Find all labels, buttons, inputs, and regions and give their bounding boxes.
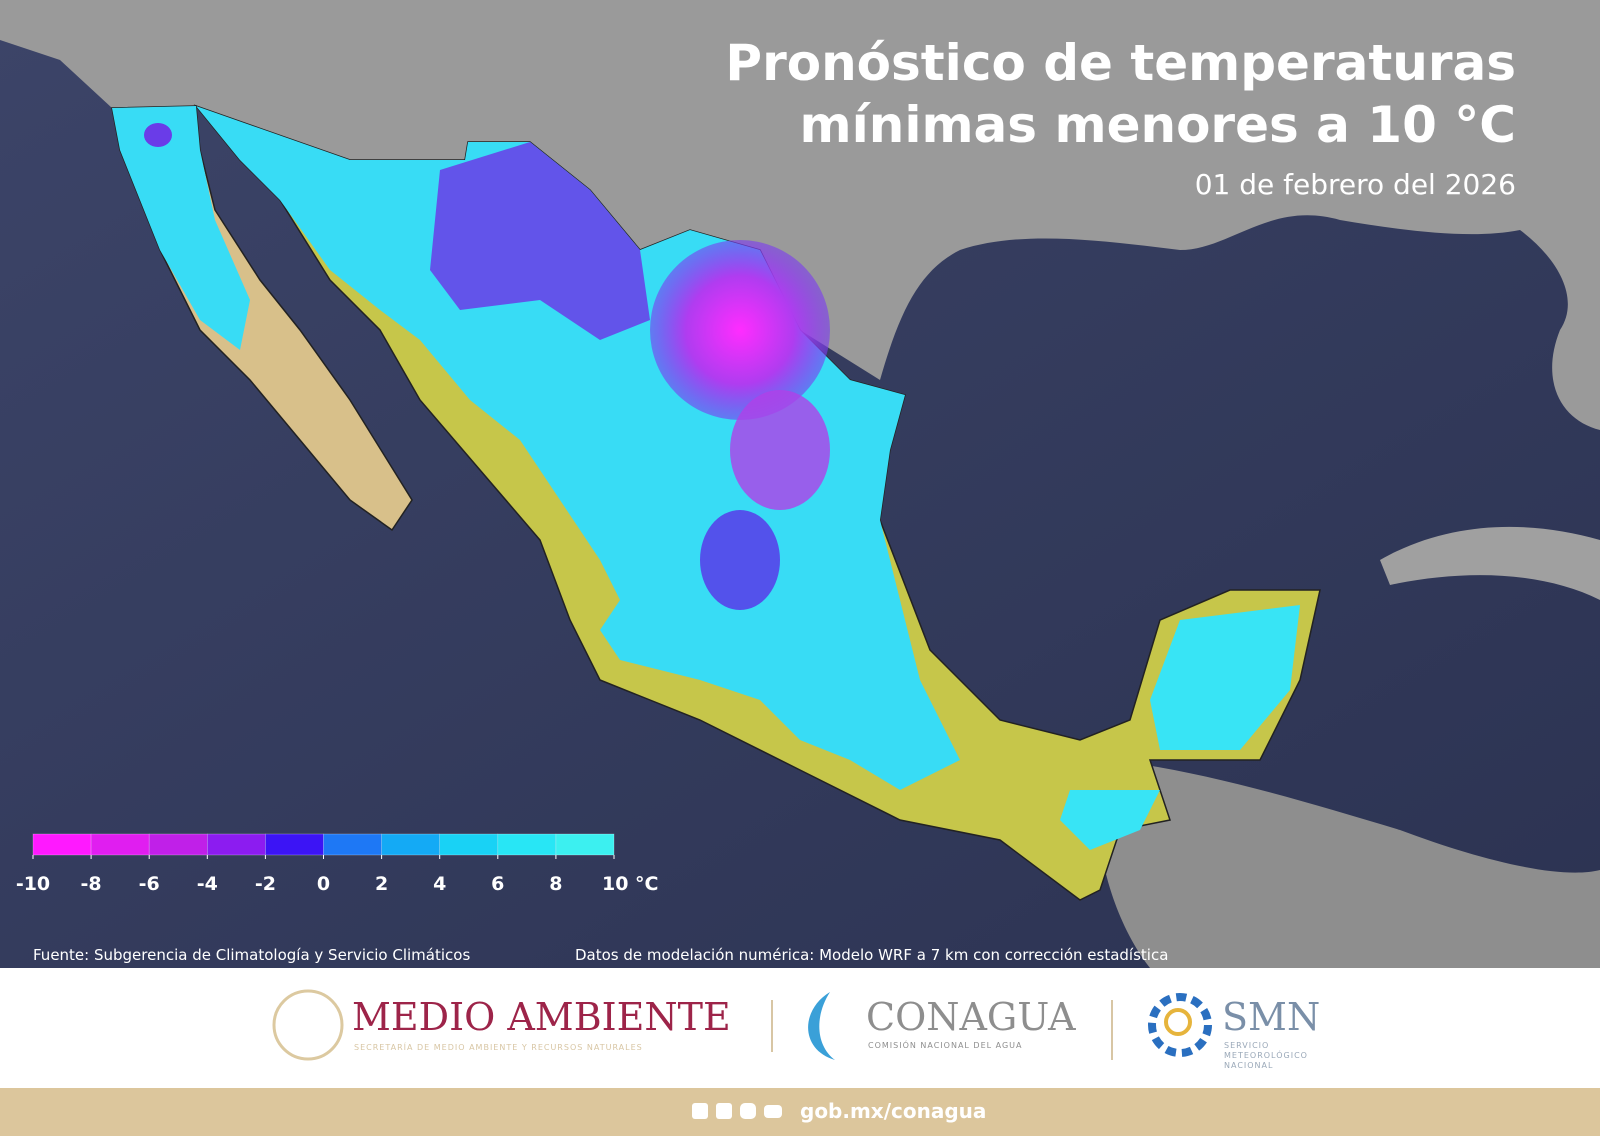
twitter-icon[interactable] [716,1103,732,1119]
model-note: Datos de modelación numérica: Modelo WRF… [575,946,1168,964]
legend-tick-label: 4 [433,873,446,895]
cold-area-coahuila [650,240,830,420]
legend-tick-label: -10 [16,873,50,895]
instagram-icon[interactable] [740,1103,756,1119]
logo-name: SMN [1222,995,1320,1039]
date: 01 de febrero del 2026 [1195,168,1516,201]
cold-area-chihuahua [430,142,650,340]
conagua-icon [808,992,835,1060]
legend-swatch [207,833,266,856]
legend-swatch [32,833,92,856]
cold-area-baja [112,106,250,350]
logo-subtitle: SECRETARÍA DE MEDIO AMBIENTE Y RECURSOS … [354,1041,643,1052]
title-line: Pronóstico de temperaturas [725,34,1516,92]
legend: -10 -8 -6 -4 -2 0 2 4 6 8 10 °C [16,833,659,895]
logo-name: MEDIO AMBIENTE [352,995,731,1039]
logo-subtitle: SERVICIO [1224,1041,1269,1050]
emblem [272,989,344,1061]
footer-url[interactable]: gob.mx/conagua [800,1099,986,1123]
legend-swatch [497,833,557,856]
source-note: Fuente: Subgerencia de Climatología y Se… [33,946,470,964]
land-north [0,0,1600,430]
logo-name: CONAGUA [866,995,1076,1039]
cold-area-slp [700,510,780,610]
central-america [1100,760,1600,968]
legend-tick-label: 8 [549,873,562,895]
legend-tick-label: 6 [491,873,504,895]
legend-tick-label: -4 [197,873,218,895]
logo-subtitle: METEOROLÓGICO [1224,1049,1308,1060]
legend-tick-label: 10 °C [602,873,659,895]
cold-area-nl [730,390,830,510]
cuba [1380,526,1600,600]
legend-swatch [381,833,441,856]
legend-swatch [323,833,382,856]
legend-swatch [439,833,499,856]
youtube-icon[interactable] [764,1105,782,1118]
legend-swatch [90,833,150,856]
cold-area-yucatan [1150,605,1300,750]
footer [0,1088,1600,1136]
cold-area-chiapas [1060,790,1160,850]
smn-icon-core [1164,1008,1192,1036]
legend-tick-label: -6 [139,873,160,895]
cold-area-sierra [144,123,172,147]
logo-subtitle: COMISIÓN NACIONAL DEL AGUA [868,1039,1023,1050]
title-line: mínimas menores a 10 °C [799,96,1516,154]
smn-icon [1148,993,1212,1057]
legend-tick-label: -8 [81,873,102,895]
legend-swatch [555,833,615,856]
legend-tick-label: -2 [255,873,276,895]
legend-tick-label: 0 [317,873,330,895]
legend-swatch [148,833,208,856]
logo-subtitle: NACIONAL [1224,1061,1273,1070]
legend-swatch [265,833,324,856]
legend-tick-label: 2 [375,873,388,895]
facebook-icon[interactable] [692,1103,708,1119]
logo-band [0,968,1600,1088]
